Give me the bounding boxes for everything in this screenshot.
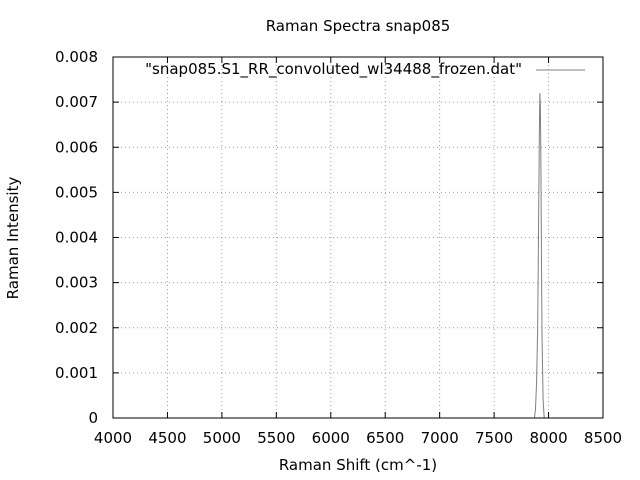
x-tick-label: 7000 (421, 429, 459, 447)
y-tick-label: 0.001 (55, 364, 98, 382)
x-axis-label: Raman Shift (cm^-1) (279, 456, 437, 474)
legend-entry-label: "snap085.S1_RR_convoluted_wl34488_frozen… (145, 60, 522, 79)
x-tick-label: 7500 (475, 429, 513, 447)
y-tick-label: 0.004 (55, 229, 98, 247)
y-tick-label: 0.007 (55, 93, 98, 111)
x-tick-label: 8000 (529, 429, 567, 447)
x-tick-label: 6000 (312, 429, 350, 447)
x-tick-label: 5000 (203, 429, 241, 447)
series-line (533, 93, 545, 419)
legend: "snap085.S1_RR_convoluted_wl34488_frozen… (145, 60, 585, 79)
plot-frame (112, 56, 604, 419)
y-tick-label: 0.008 (55, 48, 98, 66)
x-tick-label: 5500 (257, 429, 295, 447)
series-layer (533, 93, 545, 419)
y-axis-label: Raman Intensity (4, 177, 22, 300)
y-tick-label: 0.003 (55, 274, 98, 292)
chart-title: Raman Spectra snap085 (266, 17, 451, 35)
y-tick-label: 0.005 (55, 183, 98, 201)
y-tick-label: 0 (88, 409, 98, 427)
x-tick-label: 4000 (94, 429, 132, 447)
x-tick-label: 8500 (584, 429, 622, 447)
y-tick-label: 0.002 (55, 319, 98, 337)
x-tick-label: 6500 (366, 429, 404, 447)
axis-ticks: 4000 4500 5000 5500 6000 6500 7000 7500 8000 8500… (55, 48, 622, 447)
y-tick-label: 0.006 (55, 138, 98, 156)
x-tick-label: 4500 (148, 429, 186, 447)
grid-lines (113, 57, 603, 418)
